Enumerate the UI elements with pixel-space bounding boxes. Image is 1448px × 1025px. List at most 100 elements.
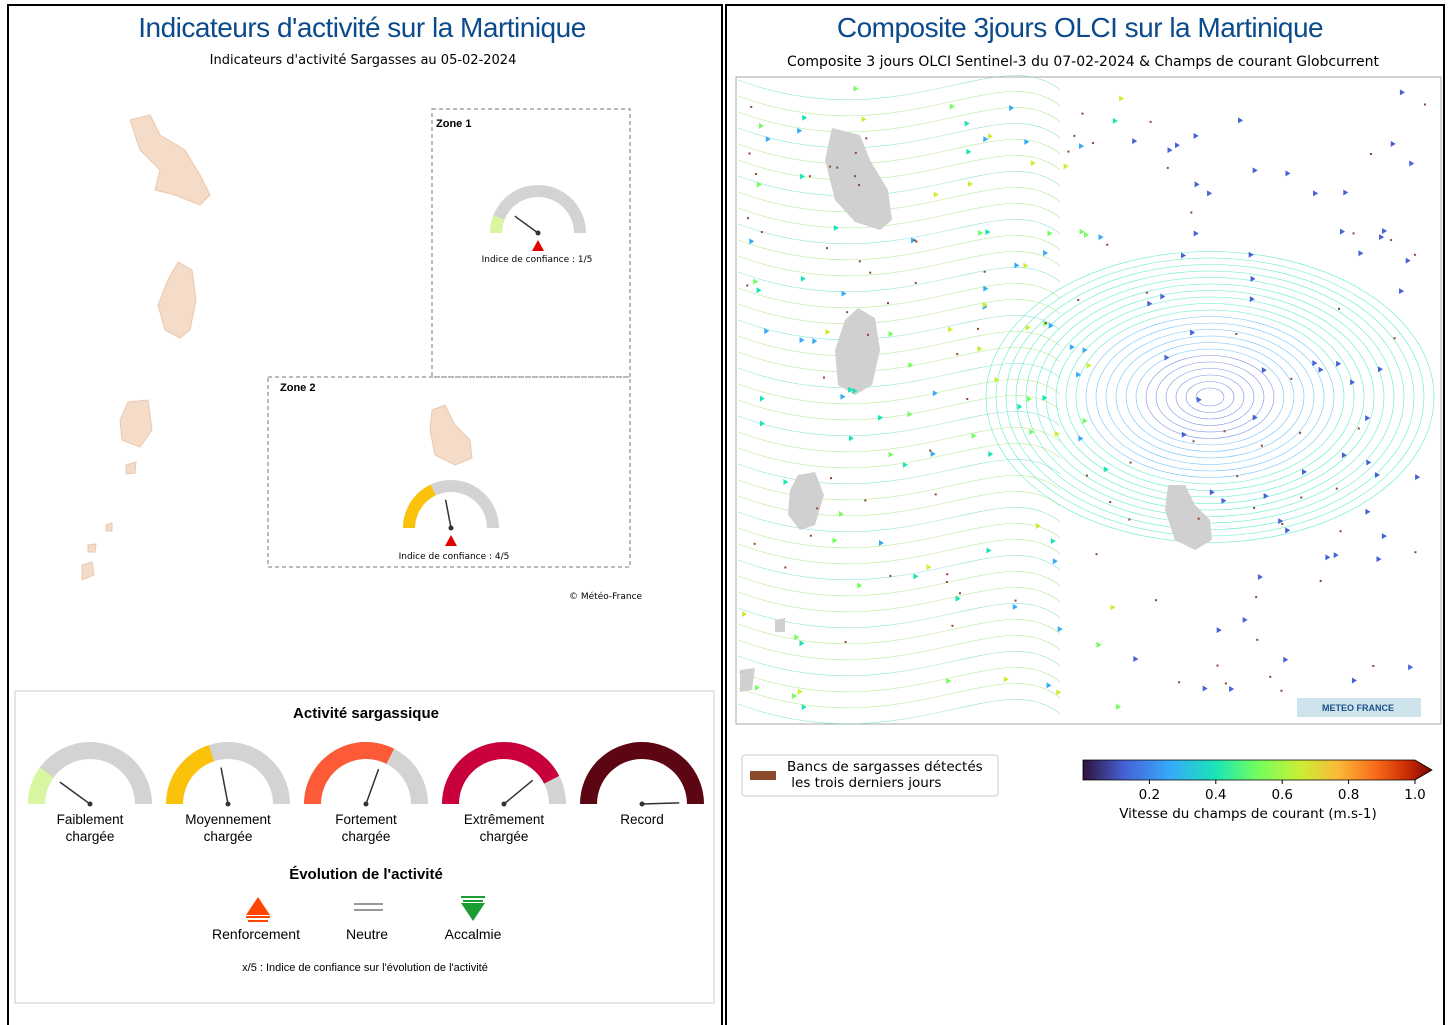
patch [1106,244,1108,246]
gauge-hub [364,802,369,807]
patch [1045,322,1047,324]
patch [1340,530,1342,532]
patch [946,581,948,583]
colorbar-tick-label: 0.6 [1271,787,1292,803]
patch [966,398,968,400]
gauge-label: Fortement chargée [335,811,397,845]
evolution-label: Accalmie [445,926,502,942]
patch [956,353,958,355]
patch [830,477,832,479]
patch [1081,113,1083,115]
patch [1235,333,1237,335]
patch [1167,167,1169,169]
zone-2-trend [445,535,457,546]
legend-title: Activité sargassique [293,705,439,722]
patch [959,592,961,594]
patch [914,239,916,241]
patch [1198,518,1200,520]
patch [869,272,871,274]
logo: METEO FRANCE [1322,703,1394,713]
patch [951,625,953,627]
patch [1269,676,1271,678]
page: Indicateurs d'activité sur la Martinique… [0,0,1448,1025]
patch [1067,151,1069,153]
patch [1217,665,1219,667]
patch [1255,596,1257,598]
zone-2-box [268,377,630,567]
patch [1353,232,1355,234]
patch [1281,523,1283,525]
gauge-hub [640,802,645,807]
map-legend-label: Bancs de sargasses détectés les trois de… [787,759,983,791]
gauge-hub [88,802,93,807]
patch [1390,239,1392,241]
patch [855,152,857,154]
patch [747,217,749,219]
patch [929,450,931,452]
gauge-hub [536,231,541,236]
patch [1358,428,1360,430]
patch [1300,496,1302,498]
patch [816,507,818,509]
patch [829,166,831,168]
patch [1414,254,1416,256]
patch [1338,308,1340,310]
gauge-label: Faiblement chargée [57,811,124,845]
gauge-label: Record [620,811,664,828]
legend-box [15,691,714,1003]
patch [1193,440,1195,442]
zone-confidence: Indice de confiance : 1/5 [482,255,593,265]
right-title: Composite 3jours OLCI sur la Martinique [837,12,1323,44]
graphics [0,0,1448,1025]
patch [1109,501,1111,503]
patch [1370,153,1372,155]
patch [854,175,856,177]
gauge-label: Extrêmement chargée [464,811,544,845]
patch [1236,475,1238,477]
patch [889,575,891,577]
patch [826,247,828,249]
colorbar [1083,760,1432,780]
patch [867,334,869,336]
colorbar-tick-label: 0.2 [1139,787,1160,803]
zone-confidence: Indice de confiance : 4/5 [399,552,510,562]
patch [1280,690,1282,692]
gauge-hub [502,802,507,807]
patch [1178,681,1180,683]
patch [823,377,825,379]
patch [858,184,860,186]
patch [1015,600,1017,602]
patch [1130,462,1132,464]
credit: © Météo-France [569,592,642,602]
map-legend-swatch [750,771,776,780]
patch [1253,507,1255,509]
patch [809,175,811,177]
zone-label: Zone 1 [436,118,471,130]
patch [946,573,948,575]
patch [1414,551,1416,553]
patch [864,499,866,501]
left-subtitle: Indicateurs d'activité Sargasses au 05-0… [210,53,517,68]
gauge-fill [403,485,436,528]
patch [1424,104,1426,106]
colorbar-tick-label: 0.4 [1205,787,1226,803]
gauge-hub [226,802,231,807]
patch [915,282,917,284]
patch [1256,639,1258,641]
gauge-needle [446,500,451,528]
colorbar-tick-label: 0.8 [1338,787,1359,803]
patch [845,641,847,643]
patch [984,271,986,273]
patch [754,543,756,545]
patch [750,106,752,108]
patch [865,137,867,139]
patch [810,535,812,537]
patch [1146,292,1148,294]
patch [1394,337,1396,339]
legend-note: x/5 : Indice de confiance sur l'évolutio… [242,962,488,974]
patch [915,241,917,243]
zone-1-box [432,109,630,377]
zone-1-trend [532,240,544,251]
colorbar-label: Vitesse du champs de courant (m.s-1) [1119,806,1377,822]
evolution-label: Renforcement [212,926,300,942]
